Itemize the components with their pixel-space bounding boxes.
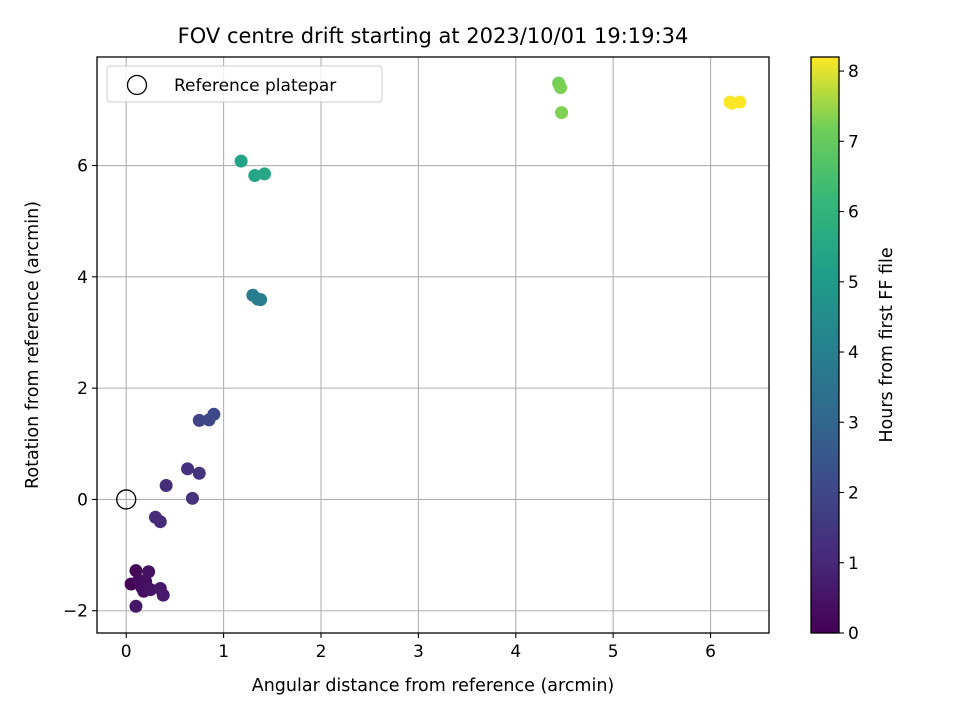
colorbar-title: Hours from first FF file <box>877 247 897 442</box>
data-point <box>159 479 173 493</box>
axis-ticks: 0 1 2 3 4 5 6 −2 0 2 4 6 <box>63 157 716 662</box>
grid-lines <box>97 57 769 633</box>
data-point <box>156 588 170 602</box>
colorbar-gradient <box>811 57 839 633</box>
data-point <box>207 407 221 421</box>
colorbar-tick-label: 4 <box>848 343 859 363</box>
plot-area-frame <box>96 56 770 634</box>
colorbar-tick-label: 7 <box>848 132 859 152</box>
colorbar-tick-label: 0 <box>848 624 859 644</box>
data-point <box>555 106 569 120</box>
data-point <box>234 154 248 168</box>
data-point <box>153 515 167 529</box>
y-tick-label: 4 <box>77 268 88 288</box>
reference-platepar-marker <box>116 489 137 510</box>
data-point <box>192 413 206 427</box>
data-point <box>192 466 206 480</box>
colorbar-tick-label: 5 <box>848 273 859 293</box>
data-point <box>248 169 262 183</box>
x-tick-label: 2 <box>316 642 327 662</box>
y-tick-label: 2 <box>77 379 88 399</box>
x-axis-title: Angular distance from reference (arcmin) <box>252 676 615 696</box>
data-point <box>144 583 158 597</box>
legend-entry-label: Reference platepar <box>174 76 336 96</box>
legend: Reference platepar <box>106 65 383 103</box>
data-point <box>142 565 156 579</box>
x-tick-label: 5 <box>608 642 619 662</box>
x-tick-label: 1 <box>218 642 229 662</box>
colorbar-tick-label: 8 <box>848 62 859 82</box>
colorbar-tick-label: 3 <box>848 413 859 433</box>
legend-box <box>106 65 383 103</box>
data-point <box>554 81 568 95</box>
chart-title: FOV centre drift starting at 2023/10/01 … <box>178 24 689 48</box>
x-tick-label: 6 <box>705 642 716 662</box>
x-tick-label: 0 <box>121 642 132 662</box>
y-axis-title: Rotation from reference (arcmin) <box>23 201 43 489</box>
data-point <box>733 95 747 109</box>
colorbar-tick-label: 6 <box>848 203 859 223</box>
y-tick-label: −2 <box>63 602 88 622</box>
data-point <box>185 491 199 505</box>
data-point <box>129 599 143 613</box>
y-tick-label: 6 <box>77 157 88 177</box>
y-tick-label: 0 <box>77 490 88 510</box>
data-point <box>254 293 268 307</box>
x-tick-label: 3 <box>413 642 424 662</box>
scatter-points <box>124 76 747 613</box>
reference-marker-layer <box>116 489 137 510</box>
data-point <box>181 462 195 476</box>
x-tick-label: 4 <box>510 642 521 662</box>
colorbar-frame <box>810 56 840 634</box>
colorbar-tick-label: 2 <box>848 484 859 504</box>
colorbar-ticks: 0 1 2 3 4 5 6 7 8 <box>839 62 859 644</box>
data-point <box>258 167 272 181</box>
colorbar-tick-label: 1 <box>848 554 859 574</box>
legend-open-circle-icon <box>126 74 148 96</box>
